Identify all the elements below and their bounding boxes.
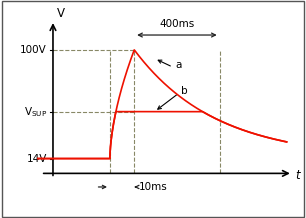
Text: t: t (295, 169, 299, 182)
Text: 10ms: 10ms (138, 182, 167, 192)
Text: a: a (175, 60, 181, 70)
Text: 100V: 100V (20, 45, 47, 55)
Text: 14V: 14V (27, 153, 47, 164)
Text: 400ms: 400ms (159, 19, 195, 29)
Text: b: b (181, 86, 188, 96)
Text: V: V (57, 7, 65, 20)
Text: $\mathdefault{V_{SUP}}$: $\mathdefault{V_{SUP}}$ (24, 105, 47, 119)
